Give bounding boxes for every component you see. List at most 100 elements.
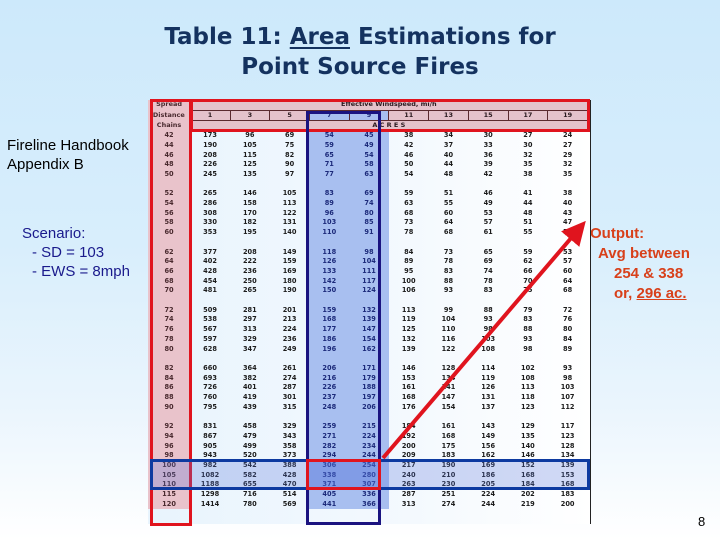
acres-cell: 454 [203, 276, 217, 285]
acres-cell: 208 [242, 247, 257, 256]
acres-cell: 44 [443, 160, 454, 169]
acres-cell: 84 [404, 247, 414, 256]
spread-distance-cell: 70 [148, 286, 191, 297]
acres-cell: 307 [349, 480, 389, 491]
row-header-label: Spread [148, 100, 191, 111]
acres-cell: 567 [203, 325, 217, 334]
acres-cell: 249 [282, 344, 297, 353]
acres-cell: 542 [242, 460, 257, 469]
acres-cell: 234 [349, 441, 389, 452]
acres-cell: 182 [242, 218, 257, 227]
acres-cell: 102 [521, 363, 535, 372]
acres-cell: 50 [404, 160, 414, 169]
acres-cell: 209 [401, 451, 416, 460]
acres-cell: 177 [309, 325, 350, 335]
acres-cell: 244 [481, 499, 496, 508]
table-row: 42 173 96 69 54 45 38 34 30 27 24 [148, 131, 588, 141]
table-row: 70 481 265 190 150 124 106 93 83 75 68 [148, 286, 588, 297]
acres-cell: 597 [203, 334, 217, 343]
acres-cell: 89 [563, 344, 573, 353]
acres-cell: 50 [563, 228, 573, 237]
acres-cell: 34 [443, 131, 454, 140]
table-row: 110 1188 655 470 371 307 263 230 205 184 168 [148, 480, 588, 491]
acres-cell: 248 [309, 402, 350, 413]
acres-cell: 244 [349, 451, 389, 461]
acres-cell: 219 [521, 499, 535, 508]
acres-cell: 103 [560, 383, 575, 392]
windspeed-header: 3 [229, 109, 271, 122]
spread-distance-cell: 78 [148, 334, 191, 345]
acres-cell: 313 [242, 325, 257, 334]
acres-cell: 520 [242, 451, 257, 460]
acres-cell: 213 [282, 315, 297, 324]
acres-cell: 146 [401, 363, 416, 372]
acres-cell: 297 [242, 315, 257, 324]
acres-cell: 54 [349, 150, 389, 161]
acres-cell: 43 [563, 208, 573, 217]
windspeed-header: 7 [308, 109, 350, 122]
acres-cell: 183 [560, 490, 575, 499]
acres-cell: 200 [560, 499, 575, 508]
acres-cell: 98 [483, 325, 493, 334]
scenario-sd: - SD = 103 [32, 244, 105, 261]
acres-cell: 660 [203, 363, 217, 372]
acres-cell: 30 [523, 140, 533, 149]
table-row: 58 330 182 131 103 85 73 64 57 51 47 [148, 218, 588, 229]
acres-cell: 140 [282, 228, 297, 237]
acres-cell: 514 [282, 490, 297, 499]
acres-cell: 113 [401, 305, 416, 314]
acres-cell: 162 [481, 451, 496, 460]
table-row: 84 693 382 274 216 179 153 134 119 108 98 [148, 373, 588, 384]
acres-cell: 38 [404, 131, 414, 140]
acres-cell: 108 [481, 344, 496, 353]
acres-cell: 224 [481, 490, 496, 499]
acres-cell: 105 [242, 140, 257, 149]
acres-cell: 215 [349, 422, 389, 432]
acres-cell: 69 [284, 131, 295, 140]
acres-cell: 44 [523, 199, 533, 208]
acres-cell: 306 [309, 460, 350, 471]
spread-distance-cell: 62 [148, 247, 191, 258]
acres-cell: 831 [203, 422, 217, 431]
acres-cell: 149 [282, 247, 297, 256]
acres-cell: 97 [284, 169, 295, 178]
title-line-2: Point Source Fires [241, 54, 479, 80]
scenario-ews: - EWS = 8mph [32, 263, 130, 280]
acres-cell: 274 [282, 373, 297, 382]
acres-cell: 190 [282, 286, 297, 295]
acres-cell: 88 [443, 276, 454, 285]
acres-cell: 428 [203, 266, 217, 275]
acres-cell: 93 [563, 363, 573, 372]
acres-cell: 905 [203, 441, 217, 450]
acres-cell: 117 [349, 276, 389, 287]
table-row: 72 509 281 201 159 132 113 99 88 79 72 [148, 305, 588, 316]
acres-cell: 100 [401, 276, 416, 285]
spread-distance-cell: 52 [148, 189, 191, 200]
row-header-label: Distance [148, 110, 191, 121]
spread-distance-cell: 90 [148, 402, 191, 413]
acres-cell: 287 [282, 383, 297, 392]
acres-cell: 538 [203, 315, 217, 324]
acres-cell: 179 [349, 373, 389, 384]
table-row: 88 760 419 301 237 197 168 147 131 118 107 [148, 393, 588, 403]
acres-cell: 103 [309, 218, 350, 229]
output-block: Output: Avg between 254 & 338 or, 296 ac… [590, 224, 720, 304]
acres-cell: 29 [563, 150, 573, 159]
acres-cell: 569 [282, 499, 297, 508]
acres-cell: 1082 [200, 470, 220, 479]
acres-cell: 143 [481, 422, 496, 431]
table-row: 46 208 115 82 65 54 46 40 36 32 29 [148, 150, 588, 161]
spread-distance-cell: 96 [148, 441, 191, 452]
acres-cell: 80 [349, 208, 389, 219]
spread-distance-cell: 54 [148, 199, 191, 209]
acres-cell: 125 [401, 325, 416, 334]
spread-distance-cell: 76 [148, 325, 191, 335]
windspeed-header: 19 [547, 109, 588, 122]
acres-cell: 57 [563, 257, 573, 266]
table-row: 120 1414 780 569 441 366 313 274 244 219 200 [148, 499, 588, 510]
acres-cell: 158 [242, 199, 257, 208]
acres-cell: 123 [560, 431, 575, 440]
acres-cell: 32 [563, 160, 573, 169]
table-row: 80 628 347 249 196 162 139 122 108 98 89 [148, 344, 588, 355]
windspeed-header: 5 [269, 109, 310, 122]
